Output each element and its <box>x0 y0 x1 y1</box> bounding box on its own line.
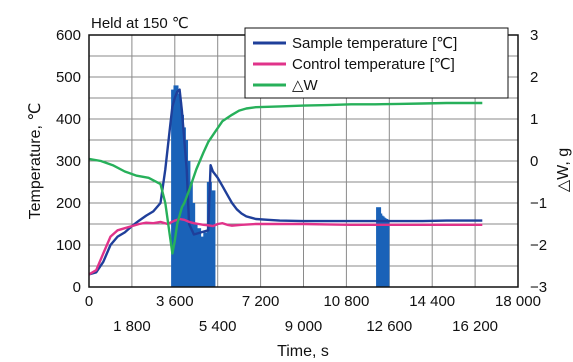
y-right-tick-label: 3 <box>530 27 538 44</box>
series-line-sample <box>88 88 483 276</box>
y-left-tick-label: 0 <box>73 279 81 296</box>
series-line-dw <box>88 101 483 255</box>
y-right-tick-label: −1 <box>530 195 547 212</box>
y-right-tick-label: −2 <box>530 237 547 254</box>
y-left-tick-label: 400 <box>56 111 81 128</box>
spike-bar <box>206 182 212 287</box>
y-axis-left-title: Temperature, ℃ <box>27 103 44 220</box>
y-right-tick-label: 2 <box>530 69 538 86</box>
y-left-tick-label: 200 <box>56 195 81 212</box>
y-left-tick-label: 500 <box>56 69 81 86</box>
legend-box <box>244 27 509 99</box>
spike-bar <box>384 219 390 287</box>
legend-label-dw: △W <box>292 77 319 94</box>
x-tick-upper-label: 14 400 <box>409 293 455 310</box>
x-tick-upper-label: 0 <box>85 293 93 310</box>
x-tick-upper-label: 3 600 <box>156 293 194 310</box>
spike-bar <box>203 232 209 287</box>
x-tick-lower-label: 12 600 <box>366 318 412 335</box>
x-tick-lower-label: 16 200 <box>452 318 498 335</box>
y-left-tick-label: 100 <box>56 237 81 254</box>
x-tick-upper-label: 7 200 <box>242 293 280 310</box>
series-layer <box>88 85 483 288</box>
series-line-control <box>88 217 483 276</box>
y-right-tick-label: 1 <box>530 111 538 128</box>
legend: Sample temperature [℃] Control temperatu… <box>244 27 509 99</box>
y-right-tick-label: −3 <box>530 279 547 296</box>
x-tick-lower-label: 1 800 <box>113 318 151 335</box>
annotation: Held at 150 ℃ <box>91 15 189 32</box>
spike-bar <box>210 190 216 287</box>
spike-bar <box>196 228 202 287</box>
x-tick-lower-label: 9 000 <box>285 318 323 335</box>
legend-label-control: Control temperature [℃] <box>292 56 455 73</box>
x-tick-lower-label: 5 400 <box>199 318 237 335</box>
x-tick-upper-label: 10 800 <box>323 293 369 310</box>
y-left-tick-label: 300 <box>56 153 81 170</box>
spike-region-1 <box>376 207 390 287</box>
x-axis-title: Time, s <box>277 343 329 360</box>
y-left-tick-label: 600 <box>56 27 81 44</box>
spike-bar <box>199 236 205 287</box>
x-tick-upper-label: 18 000 <box>495 293 541 310</box>
legend-label-sample: Sample temperature [℃] <box>292 35 457 52</box>
y-right-tick-label: 0 <box>530 153 538 170</box>
y-axis-right-title: △W, g <box>555 148 572 192</box>
spike-bar <box>192 224 198 287</box>
tick-labels: 0 3 600 7 200 10 800 14 400 18 000 1 800 5 400 9… <box>56 27 547 335</box>
